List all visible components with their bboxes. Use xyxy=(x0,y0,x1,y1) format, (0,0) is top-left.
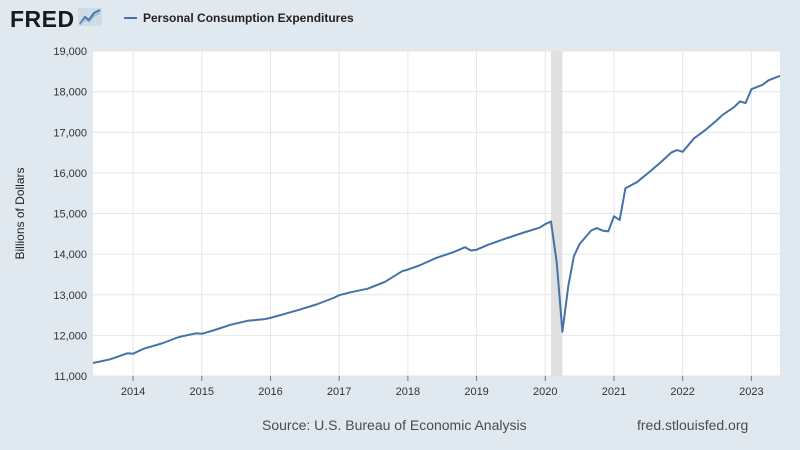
chart-legend: Personal Consumption Expenditures xyxy=(124,11,354,25)
chart-line-icon xyxy=(77,8,102,31)
y-tick-label: 14,000 xyxy=(53,249,87,261)
x-tick-label: 2015 xyxy=(190,386,214,398)
x-tick-label: 2017 xyxy=(327,386,351,398)
y-tick-label: 13,000 xyxy=(53,290,87,302)
fred-logo[interactable]: FRED xyxy=(10,6,102,33)
y-tick-label: 16,000 xyxy=(53,168,87,180)
y-tick-label: 17,000 xyxy=(53,127,87,139)
line-chart: 11,000 12,000 13,000 14,000 15,000 16,000 17,0… xyxy=(13,46,781,398)
y-tick-label: 19,000 xyxy=(53,46,87,58)
x-tick-label: 2023 xyxy=(739,386,763,398)
x-tick-label: 2014 xyxy=(121,386,145,398)
y-axis-ticks: 11,000 12,000 13,000 14,000 15,000 16,000 17,0… xyxy=(53,46,87,383)
series-line-pce xyxy=(92,74,781,364)
y-tick-label: 12,000 xyxy=(53,330,87,342)
x-tick-label: 2019 xyxy=(464,386,488,398)
source-note: Source: U.S. Bureau of Economic Analysis xyxy=(262,417,527,433)
x-tick-label: 2022 xyxy=(670,386,694,398)
y-tick-label: 18,000 xyxy=(53,87,87,99)
y-axis-title: Billions of Dollars xyxy=(13,167,27,259)
fred-logo-text: FRED xyxy=(10,6,75,32)
legend-series-label: Personal Consumption Expenditures xyxy=(143,11,354,25)
recession-shading xyxy=(551,51,563,376)
x-tick-label: 2020 xyxy=(533,386,557,398)
y-tick-label: 11,000 xyxy=(54,371,87,383)
legend-swatch xyxy=(124,17,137,19)
y-tick-label: 15,000 xyxy=(53,209,87,221)
x-tick-label: 2021 xyxy=(602,386,626,398)
grid-lines xyxy=(93,50,780,377)
x-tick-label: 2018 xyxy=(396,386,420,398)
chart-header: FRED Personal Consumption Expenditures xyxy=(0,0,800,38)
site-link[interactable]: fred.stlouisfed.org xyxy=(637,417,749,433)
x-axis-ticks: 2014 2015 2016 2017 2018 2019 2020 2021 2022 2023 xyxy=(121,376,764,398)
x-tick-label: 2016 xyxy=(258,386,282,398)
